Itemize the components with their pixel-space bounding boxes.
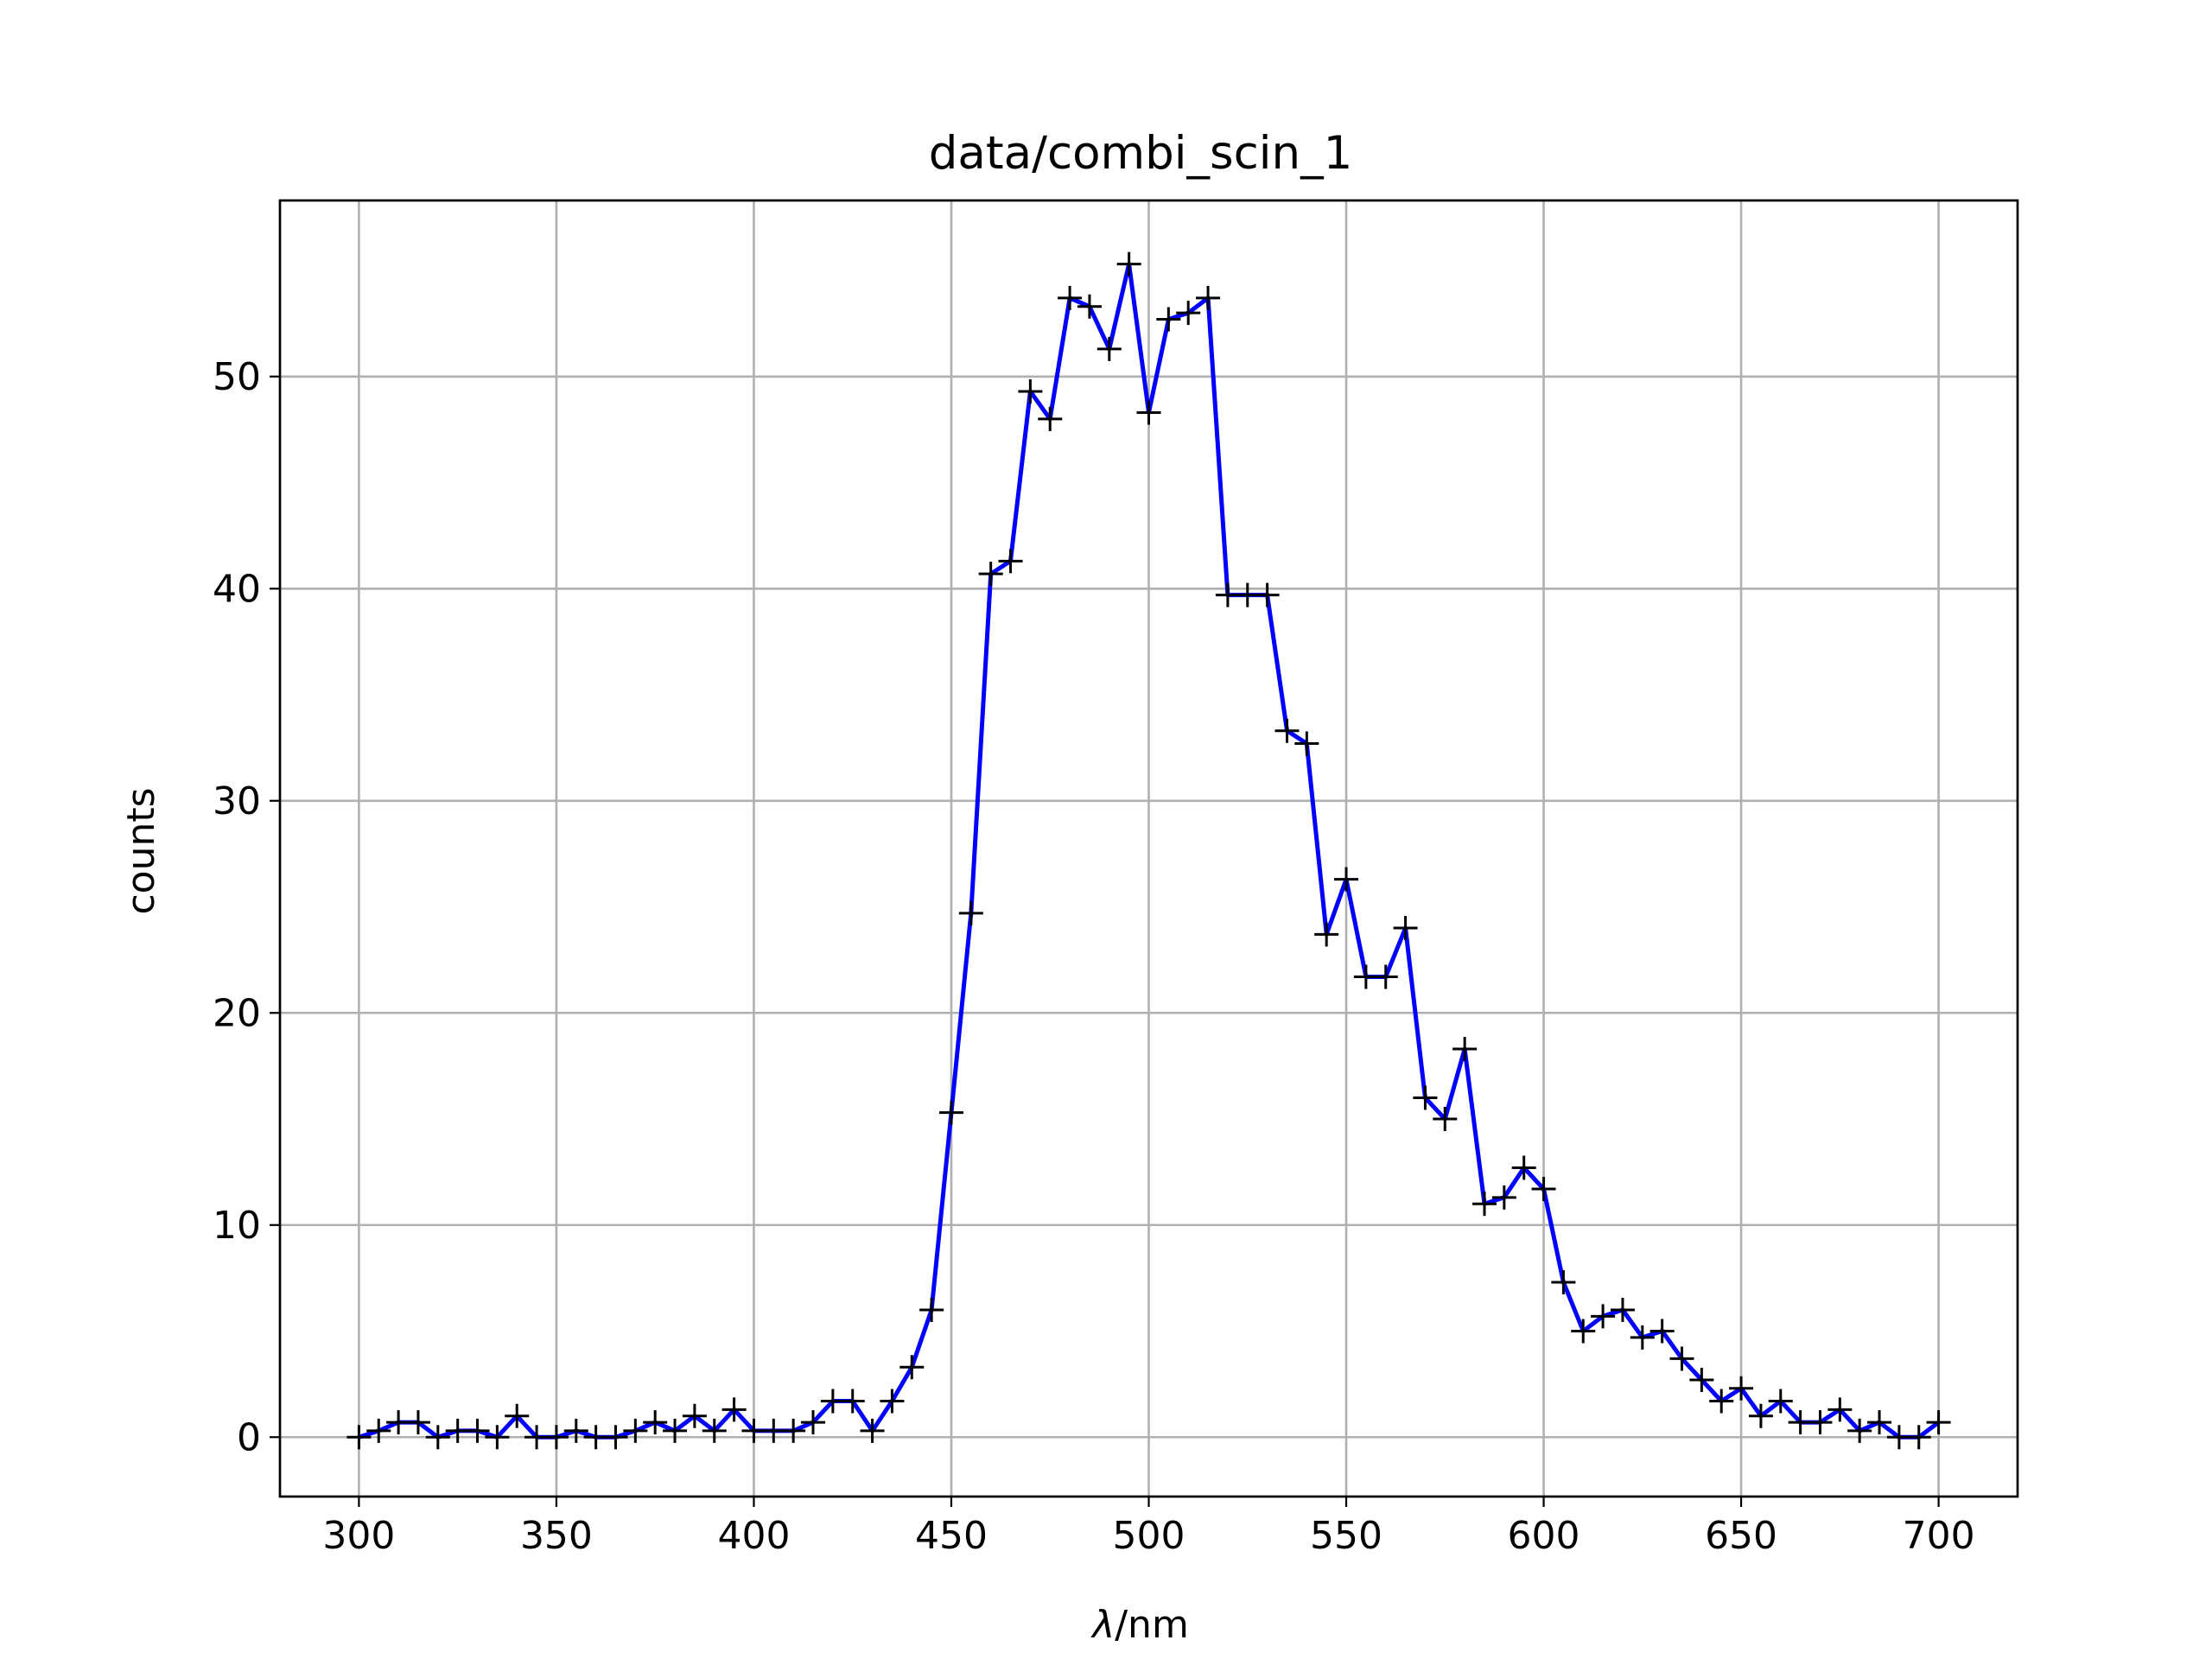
data-point (1255, 582, 1280, 607)
data-point (1038, 406, 1063, 431)
data-point (346, 1425, 372, 1450)
data-point (919, 1297, 944, 1322)
data-point (1274, 718, 1300, 743)
data-point (1136, 400, 1161, 425)
y-tick-label: 0 (237, 1415, 261, 1459)
data-point (1077, 294, 1102, 319)
x-tick-label: 450 (915, 1514, 988, 1558)
data-point (1058, 285, 1083, 310)
data-point (702, 1418, 727, 1443)
x-tick-label: 600 (1508, 1514, 1580, 1558)
data-point (663, 1418, 688, 1443)
data-point (505, 1403, 530, 1428)
chart-title: data/combi_scin_1 (929, 127, 1353, 180)
data-point (1018, 378, 1043, 404)
data-point (1610, 1297, 1635, 1322)
data-point (1926, 1410, 1951, 1435)
data-point (840, 1389, 865, 1414)
x-axis-label: λ/nm (1090, 1603, 1189, 1647)
data-point (1096, 336, 1122, 361)
data-point (1630, 1325, 1655, 1350)
data-point (405, 1410, 430, 1435)
y-tick-label: 20 (213, 991, 261, 1035)
data-point (1867, 1410, 1892, 1435)
data-point (563, 1418, 588, 1443)
x-tick-label: 550 (1310, 1514, 1382, 1558)
data-point (1452, 1036, 1478, 1061)
data-point (1511, 1155, 1536, 1180)
x-axis-symbol: λ (1090, 1603, 1115, 1647)
data-point (998, 549, 1023, 574)
axis-ticks: 300 350 400 450 500 550 600 650 700 0 10 20 30 40 50 (213, 355, 1975, 1558)
data-point (366, 1418, 391, 1443)
data-point (1571, 1319, 1596, 1344)
data-point (1827, 1397, 1853, 1422)
data-point (1689, 1367, 1714, 1392)
data-point (1196, 285, 1221, 310)
data-point (1176, 301, 1201, 326)
data-point (1768, 1389, 1793, 1414)
data-point (623, 1418, 648, 1443)
data-point (721, 1397, 747, 1422)
x-tick-label: 700 (1903, 1514, 1975, 1558)
y-tick-label: 30 (213, 779, 261, 823)
data-point (1156, 307, 1181, 332)
data-point (1847, 1418, 1872, 1443)
data-point (1334, 867, 1359, 892)
data-point (465, 1418, 490, 1443)
data-point (801, 1410, 826, 1435)
x-tick-label: 650 (1705, 1514, 1777, 1558)
data-point (1748, 1403, 1773, 1428)
data-point (978, 562, 1003, 587)
data-point (860, 1418, 885, 1443)
data-point (938, 1100, 963, 1125)
x-tick-label: 400 (717, 1514, 790, 1558)
data-point (1433, 1107, 1458, 1132)
y-tick-label: 40 (213, 567, 261, 611)
data-point (1669, 1346, 1694, 1371)
data-point (1393, 916, 1418, 941)
data-point (1294, 731, 1319, 756)
data-series (346, 251, 1951, 1450)
data-point (1116, 251, 1141, 276)
data-point (958, 900, 983, 925)
data-point (425, 1425, 450, 1450)
data-point (1491, 1185, 1516, 1210)
grid (280, 200, 2018, 1497)
data-point (1591, 1304, 1616, 1329)
data-point (781, 1418, 806, 1443)
data-point (1808, 1410, 1833, 1435)
data-point (1906, 1425, 1931, 1450)
data-point (485, 1425, 510, 1450)
data-point (1413, 1085, 1438, 1110)
data-point (1314, 922, 1339, 947)
data-point (1471, 1192, 1497, 1217)
y-axis-label: counts (119, 787, 163, 914)
y-tick-label: 10 (213, 1204, 261, 1248)
data-point (1649, 1319, 1675, 1344)
data-point (1373, 964, 1398, 989)
data-point (880, 1389, 905, 1414)
data-point (1709, 1389, 1734, 1414)
data-point (603, 1425, 628, 1450)
data-point (899, 1355, 925, 1380)
data-point (643, 1410, 668, 1435)
y-tick-label: 50 (213, 355, 261, 399)
data-point (543, 1425, 569, 1450)
data-point (1551, 1270, 1576, 1295)
data-point (1531, 1177, 1556, 1202)
data-point (682, 1403, 707, 1428)
x-tick-label: 500 (1113, 1514, 1185, 1558)
x-axis-unit: /nm (1115, 1603, 1189, 1647)
data-point (1729, 1376, 1754, 1401)
x-tick-label: 350 (520, 1514, 593, 1558)
x-tick-label: 300 (322, 1514, 395, 1558)
